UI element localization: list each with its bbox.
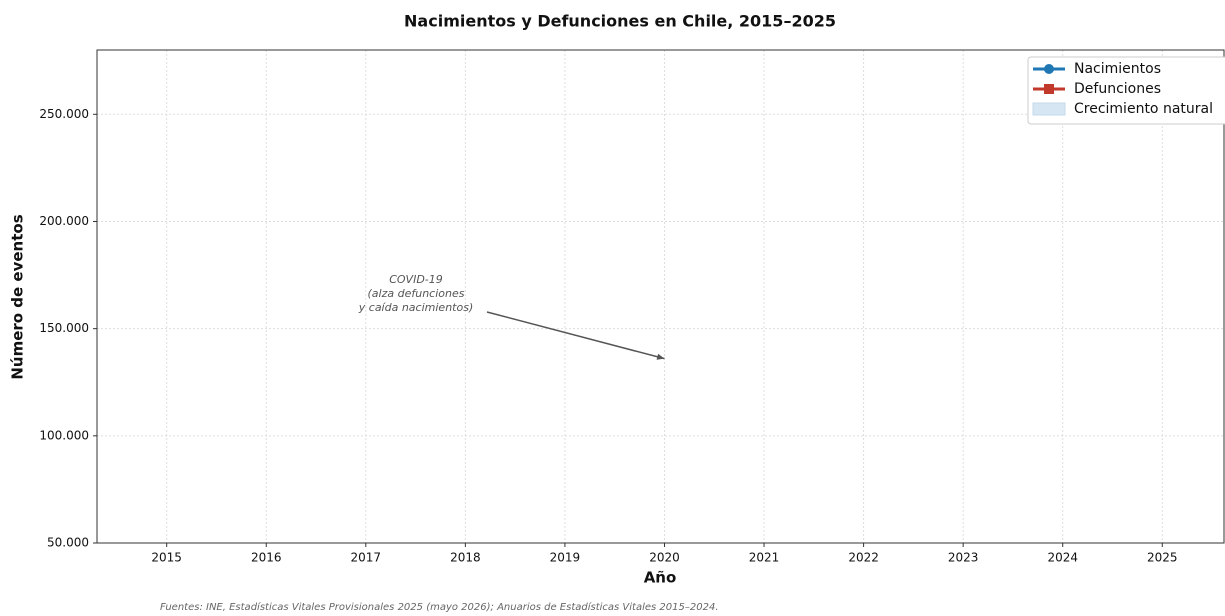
x-tick-label: 2018	[450, 551, 481, 565]
y-tick-label: 200.000	[39, 214, 89, 228]
legend-label: Crecimiento natural	[1074, 101, 1213, 117]
legend-label: Nacimientos	[1074, 61, 1161, 77]
x-tick-label: 2024	[1047, 551, 1078, 565]
source-note: Fuentes: INE, Estadísticas Vitales Provi…	[160, 601, 719, 613]
x-tick-label: 2015	[151, 551, 182, 565]
x-tick-label: 2020	[649, 551, 680, 565]
x-tick-label: 2021	[749, 551, 780, 565]
x-axis-label: Año	[644, 569, 677, 587]
x-tick-label: 2025	[1147, 551, 1178, 565]
legend-box	[1027, 56, 1225, 125]
x-tick-label: 2016	[251, 551, 282, 565]
annotation-text: y caída nacimientos)	[358, 301, 473, 314]
legend-label: Defunciones	[1074, 81, 1161, 97]
annotation-text: COVID-19	[389, 273, 443, 286]
y-tick-label: 100.000	[39, 428, 89, 442]
legend-swatch	[1032, 102, 1066, 116]
x-tick-label: 2019	[550, 551, 581, 565]
y-axis-label: Número de eventos	[9, 214, 27, 379]
x-tick-label: 2017	[351, 551, 382, 565]
annotation-text: (alza defunciones	[368, 287, 465, 300]
legend-marker	[1044, 64, 1054, 74]
annotation-arrow	[486, 311, 665, 360]
y-tick-label: 150.000	[39, 321, 89, 335]
y-tick-label: 250.000	[39, 107, 89, 121]
x-tick-label: 2023	[948, 551, 979, 565]
y-tick-label: 50.000	[47, 536, 89, 550]
x-tick-label: 2022	[848, 551, 879, 565]
legend-marker	[1044, 84, 1054, 94]
plot-frame	[96, 49, 1225, 544]
chart-title: Nacimientos y Defunciones en Chile, 2015…	[404, 12, 836, 31]
annotation-arrowhead	[656, 353, 665, 360]
